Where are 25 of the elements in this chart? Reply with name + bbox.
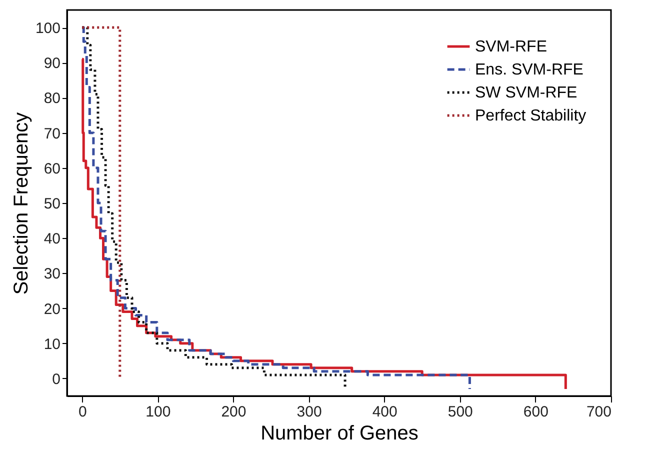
- x-tick-label: 400: [372, 404, 398, 420]
- y-axis-title: Selection Frequency: [10, 112, 32, 295]
- x-tick-label: 500: [448, 404, 473, 420]
- y-tick-label: 20: [44, 300, 60, 318]
- y-tick-label: 70: [44, 125, 60, 142]
- y-tick-label: 30: [44, 266, 60, 283]
- x-tick-label: 700: [586, 404, 612, 420]
- y-tick-label: 90: [44, 55, 60, 72]
- x-tick-label: 200: [221, 404, 246, 420]
- x-tick-label: 0: [78, 404, 87, 420]
- x-tick-label: 300: [296, 404, 322, 420]
- y-tick-label: 50: [44, 196, 60, 212]
- y-tick-label: 80: [44, 90, 60, 108]
- x-axis-title: Number of Genes: [260, 422, 418, 444]
- legend-label: SVM-RFE: [475, 38, 547, 56]
- y-tick-label: 40: [44, 230, 60, 248]
- x-tick-label: 100: [146, 404, 171, 420]
- y-tick-label: 60: [44, 160, 60, 178]
- legend-label: SW SVM-RFE: [475, 84, 578, 102]
- y-tick-label: 100: [35, 20, 60, 38]
- y-tick-label: 0: [52, 370, 60, 388]
- legend-label: Ens. SVM-RFE: [475, 62, 584, 78]
- legend-label: Perfect Stability: [475, 108, 586, 124]
- x-tick-label: 600: [523, 404, 548, 420]
- y-tick-label: 10: [44, 336, 60, 353]
